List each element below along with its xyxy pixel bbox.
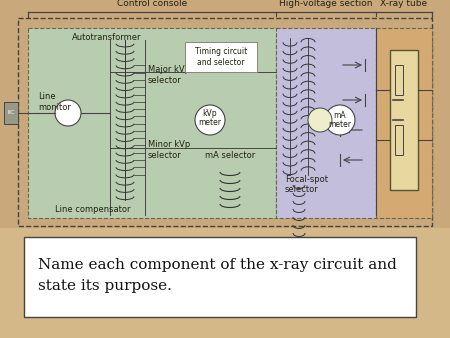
Text: Major kVp
selector: Major kVp selector bbox=[148, 65, 190, 85]
Bar bbox=[0, 0, 450, 230]
Circle shape bbox=[195, 105, 225, 135]
Bar bbox=[276, 28, 376, 218]
Bar bbox=[376, 28, 432, 218]
Bar bbox=[390, 50, 418, 190]
Text: mA
meter: mA meter bbox=[328, 111, 351, 129]
Text: Timing circuit
and selector: Timing circuit and selector bbox=[195, 47, 247, 67]
Text: Minor kVp
selector: Minor kVp selector bbox=[148, 140, 190, 160]
Text: IIC: IIC bbox=[8, 111, 14, 116]
Bar bbox=[0, 228, 450, 338]
Bar bbox=[18, 18, 432, 226]
Text: mA selector: mA selector bbox=[205, 151, 255, 160]
Text: Control console: Control console bbox=[117, 0, 187, 8]
Circle shape bbox=[308, 108, 332, 132]
Text: Line compensator: Line compensator bbox=[55, 205, 130, 214]
Text: X-ray tube: X-ray tube bbox=[380, 0, 428, 8]
Text: kVp
meter: kVp meter bbox=[198, 108, 221, 127]
Text: Name each component of the x-ray circuit and
state its purpose.: Name each component of the x-ray circuit… bbox=[38, 258, 397, 293]
Bar bbox=[28, 28, 276, 218]
Text: Autotransformer: Autotransformer bbox=[72, 33, 141, 42]
Text: Line
monitor: Line monitor bbox=[38, 92, 71, 112]
Bar bbox=[4, 102, 18, 124]
FancyBboxPatch shape bbox=[24, 237, 416, 317]
Bar bbox=[395, 65, 403, 95]
Circle shape bbox=[55, 100, 81, 126]
Text: Focal-spot
selector: Focal-spot selector bbox=[285, 175, 328, 194]
Text: High-voltage section: High-voltage section bbox=[279, 0, 373, 8]
Bar bbox=[395, 125, 403, 155]
Circle shape bbox=[325, 105, 355, 135]
Bar bbox=[185, 42, 257, 72]
